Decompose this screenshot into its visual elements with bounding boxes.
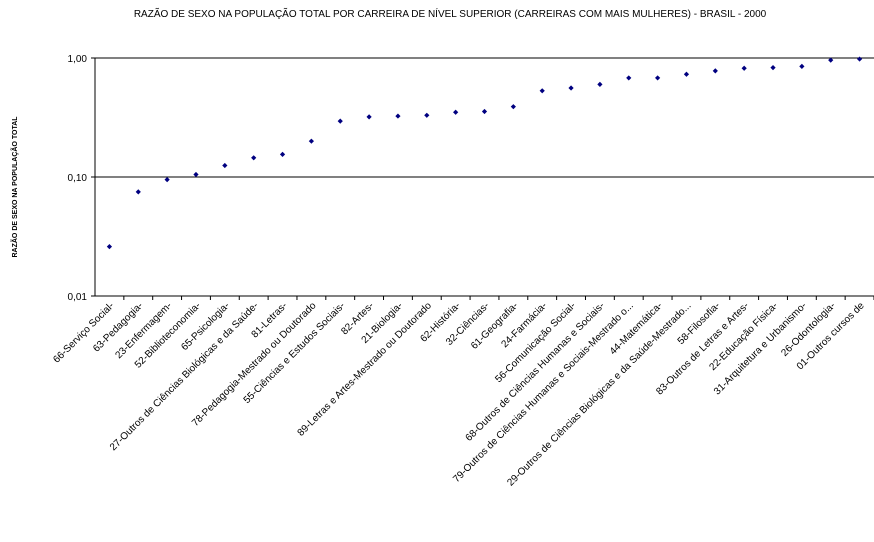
data-point	[366, 114, 372, 120]
x-tick-label: 89-Letras e Artes-Mestrado ou Doutorado	[296, 300, 435, 439]
y-tick-label: 1,00	[68, 54, 88, 65]
data-point	[481, 108, 488, 115]
data-point	[193, 171, 199, 178]
data-point	[510, 104, 516, 110]
data-point	[712, 68, 718, 74]
y-tick-label: 0,10	[68, 173, 88, 184]
data-point	[539, 88, 545, 94]
data-point	[453, 109, 459, 115]
data-point	[856, 56, 863, 62]
y-tick-label: 0,01	[68, 292, 88, 303]
y-axis-title: RAZÃO DE SEXO NA POPULAÇÃO TOTAL	[10, 116, 19, 258]
data-point	[626, 75, 632, 81]
data-point	[251, 155, 257, 161]
chart-title: RAZÃO DE SEXO NA POPULAÇÃO TOTAL POR CAR…	[133, 9, 767, 20]
data-point	[424, 112, 430, 118]
data-point	[568, 85, 574, 91]
data-point	[770, 65, 776, 71]
data-point	[337, 118, 343, 124]
data-point	[395, 113, 401, 119]
data-point	[741, 65, 747, 71]
data-point	[683, 71, 690, 77]
data-point	[828, 57, 834, 63]
data-point	[655, 75, 661, 81]
data-point	[308, 138, 314, 144]
data-point	[164, 177, 170, 183]
data-point	[799, 63, 805, 69]
data-point	[279, 151, 286, 157]
data-point	[135, 189, 141, 195]
data-point	[106, 244, 113, 250]
data-point	[222, 162, 228, 169]
data-point	[597, 81, 603, 87]
